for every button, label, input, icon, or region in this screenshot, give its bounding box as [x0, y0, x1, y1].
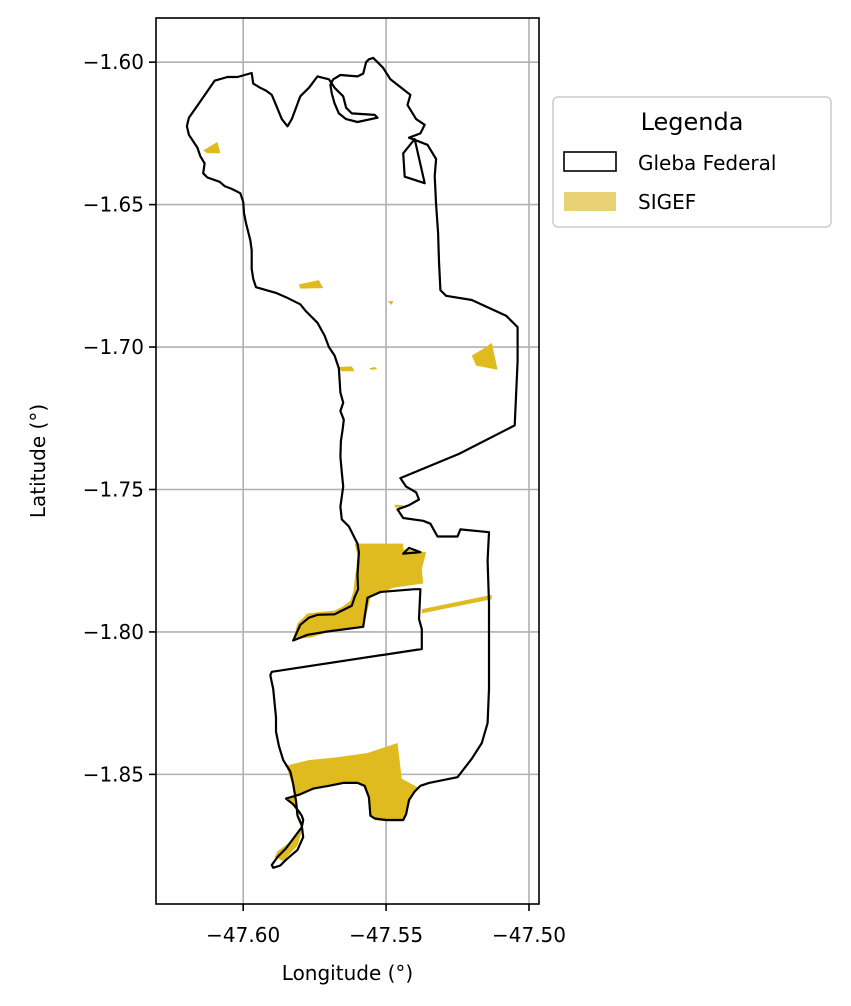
y-tick-label: −1.85 — [83, 762, 144, 786]
legend-title: Legenda — [641, 108, 744, 136]
gleba-federal-boundary — [402, 546, 422, 555]
gleba-federal-boundary — [185, 56, 519, 869]
gleba-federal-layer — [185, 56, 519, 869]
x-tick-label: −47.60 — [206, 923, 280, 947]
legend-swatch-gleba-federal — [563, 151, 617, 172]
grid-lines — [156, 18, 539, 904]
legend-box — [552, 96, 832, 228]
sigef-parcel — [203, 141, 221, 154]
x-tick-label: −47.55 — [349, 923, 423, 947]
sigef-parcel — [387, 300, 394, 305]
legend-label-gleba-federal: Gleba Federal — [638, 151, 776, 175]
y-tick-label: −1.75 — [83, 477, 144, 501]
sigef-parcel — [471, 342, 498, 370]
y-tick-label: −1.70 — [83, 335, 144, 359]
y-tick-label: −1.65 — [83, 193, 144, 217]
sigef-parcel — [421, 594, 492, 614]
sigef-parcel — [337, 366, 355, 372]
x-axis-ticks: −47.60 −47.55 −47.50 — [206, 904, 566, 947]
legend-swatch-sigef — [564, 192, 616, 211]
axes-frame — [155, 17, 540, 905]
x-tick-label: −47.50 — [492, 923, 566, 947]
legend: Legenda Gleba Federal SIGEF — [552, 96, 832, 228]
x-axis-label: Longitude (°) — [282, 961, 413, 985]
sigef-parcel — [298, 280, 324, 289]
sigef-parcel — [368, 367, 378, 370]
sigef-parcel — [274, 743, 418, 862]
legend-label-sigef: SIGEF — [638, 190, 696, 214]
gleba-federal-boundary — [402, 138, 426, 185]
y-axis-ticks: −1.60 −1.65 −1.70 −1.75 −1.80 −1.85 — [83, 50, 156, 786]
y-tick-label: −1.60 — [83, 50, 144, 74]
y-tick-label: −1.80 — [83, 620, 144, 644]
y-axis-label: Latitude (°) — [26, 404, 50, 518]
